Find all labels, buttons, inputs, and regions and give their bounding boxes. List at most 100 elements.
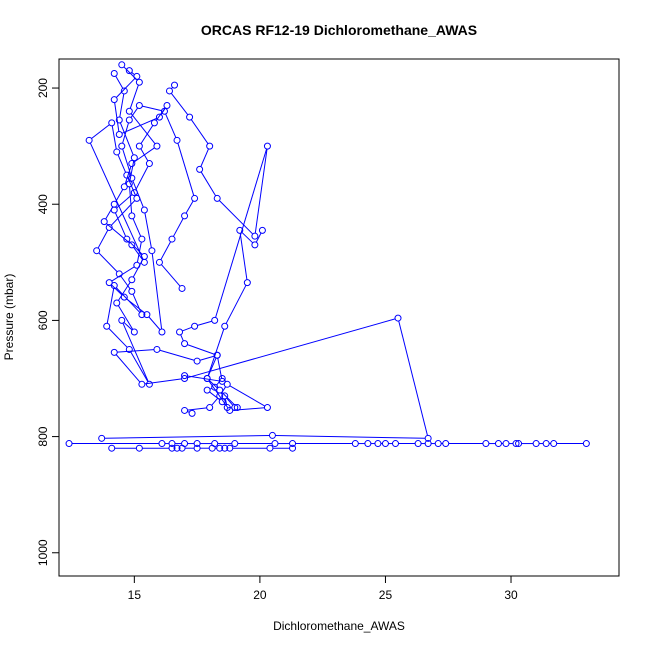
x-axis-label: Dichloromethane_AWAS — [273, 619, 405, 633]
data-point — [181, 212, 189, 220]
series-line-segment — [117, 349, 154, 353]
data-point — [173, 136, 181, 144]
data-point — [135, 78, 143, 86]
data-point — [128, 212, 136, 220]
data-point — [160, 107, 168, 115]
data-point — [482, 440, 490, 448]
series-line-segment — [224, 398, 228, 405]
series-line-segment — [122, 148, 132, 176]
data-point — [158, 440, 166, 448]
data-point — [128, 241, 136, 249]
series-5 — [65, 440, 590, 448]
data-point — [115, 116, 123, 124]
data-point — [268, 431, 276, 439]
series-line-segment — [148, 316, 161, 331]
series-line-segment — [130, 113, 156, 145]
data-point — [236, 226, 244, 234]
data-point — [100, 218, 108, 226]
data-point — [221, 392, 229, 400]
data-point — [125, 116, 133, 124]
data-point — [221, 444, 229, 452]
series-line-segment — [180, 334, 184, 342]
data-point — [374, 440, 382, 448]
data-point — [351, 440, 359, 448]
series-line-segment — [140, 125, 154, 144]
data-point — [113, 299, 121, 307]
data-point — [135, 444, 143, 452]
data-point — [223, 380, 231, 388]
series-line-segment — [140, 148, 149, 162]
series-line-segment — [116, 194, 133, 209]
y-tick-label: 1000 — [36, 539, 50, 566]
data-point — [181, 406, 189, 414]
data-point — [140, 206, 148, 214]
data-point — [120, 293, 128, 301]
series-line-segment — [254, 149, 268, 234]
data-point — [178, 284, 186, 292]
data-point — [550, 440, 558, 448]
data-point — [211, 316, 219, 324]
data-point — [105, 223, 113, 231]
series-line-segment — [117, 154, 127, 173]
data-point — [140, 253, 148, 261]
series-line-segment — [124, 166, 132, 185]
series-line-segment — [221, 391, 236, 406]
data-point — [532, 440, 540, 448]
data-point — [128, 287, 136, 295]
data-point — [130, 154, 138, 162]
data-point — [266, 444, 274, 452]
data-point — [145, 160, 153, 168]
data-point — [153, 142, 161, 150]
data-point — [515, 440, 523, 448]
y-tick-label: 800 — [36, 426, 50, 446]
data-layer — [65, 61, 590, 452]
data-point — [133, 72, 141, 80]
series-line-segment — [225, 285, 247, 324]
data-point — [105, 279, 113, 287]
series-line-segment — [133, 247, 144, 261]
series-line-segment — [161, 264, 181, 287]
series-line-segment — [226, 397, 234, 406]
data-point — [145, 380, 153, 388]
series-line-segment — [121, 117, 157, 134]
data-point — [168, 235, 176, 243]
data-point — [150, 119, 158, 127]
data-point — [133, 261, 141, 269]
series-line-segment — [104, 434, 270, 439]
data-point — [135, 101, 143, 109]
series-line-segment — [122, 122, 129, 144]
x-tick-label: 30 — [504, 588, 518, 602]
data-point — [165, 87, 173, 95]
series-line-segment — [117, 305, 134, 330]
series-1 — [85, 61, 171, 388]
series-4 — [181, 374, 271, 417]
data-point — [289, 440, 297, 448]
series-line-segment — [241, 232, 254, 244]
series-line-segment — [120, 276, 131, 290]
data-point — [110, 200, 118, 208]
data-point — [103, 322, 111, 330]
data-point — [173, 444, 181, 452]
series-line-segment — [106, 223, 130, 244]
data-point — [218, 374, 226, 382]
x-tick-label: 25 — [379, 588, 393, 602]
data-point — [243, 279, 251, 287]
series-line-segment — [115, 189, 124, 202]
data-point — [424, 440, 432, 448]
series-line-segment — [255, 232, 262, 243]
data-point — [206, 404, 214, 412]
data-point — [125, 107, 133, 115]
data-point — [512, 440, 520, 448]
series-line-segment — [172, 218, 184, 237]
data-point — [231, 404, 239, 412]
data-point — [123, 235, 131, 243]
data-point — [216, 386, 224, 394]
series-line-segment — [111, 125, 117, 150]
data-point — [108, 119, 116, 127]
x-tick-label: 15 — [128, 588, 142, 602]
data-point — [289, 444, 297, 452]
data-point — [163, 101, 171, 109]
series-line-segment — [114, 212, 127, 237]
data-point — [85, 136, 93, 144]
data-point — [191, 322, 199, 330]
